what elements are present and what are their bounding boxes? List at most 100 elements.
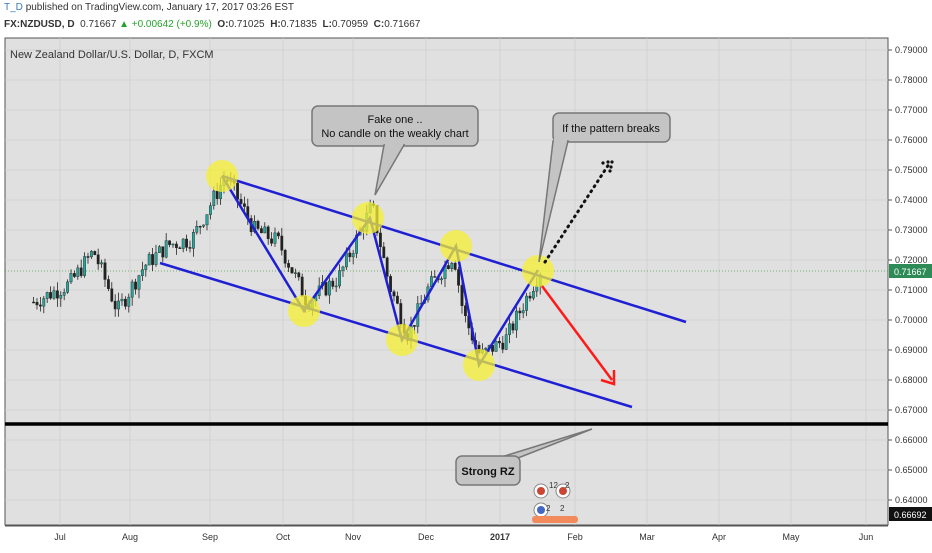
candle-body — [174, 243, 178, 248]
candle-body — [501, 342, 505, 350]
candle-body — [66, 281, 69, 293]
candle-body — [280, 235, 284, 251]
price-axis[interactable] — [889, 38, 932, 525]
candle-body — [32, 301, 35, 304]
price-tick-label: 0.78000 — [895, 75, 928, 85]
callout-fake-line2: No candle on the weakly chart — [321, 128, 468, 140]
month-tick-label: Dec — [418, 532, 435, 542]
chart-title: New Zealand Dollar/U.S. Dollar, D, FXCM — [10, 49, 214, 61]
candle-body — [62, 292, 66, 296]
month-tick-label: Sep — [202, 532, 218, 542]
candle-body — [181, 238, 185, 249]
candle-body — [399, 303, 403, 325]
candle-body — [514, 310, 518, 331]
low-value: 0.70959 — [331, 19, 369, 30]
candle-body — [259, 228, 263, 234]
projection-arrowhead — [601, 160, 614, 173]
last-price-label: 0.71667 — [894, 267, 927, 277]
candle-body — [338, 270, 341, 287]
candle-body — [45, 292, 49, 299]
callout-fake-one[interactable]: Fake one .. No candle on the weakly char… — [311, 105, 479, 196]
price-tick-label: 0.71000 — [895, 285, 928, 295]
candle-body — [331, 280, 335, 287]
candle-body — [484, 347, 488, 350]
callout-fake-line1: Fake one .. — [367, 114, 422, 126]
candle-body — [256, 221, 260, 229]
candle-body — [79, 267, 83, 276]
month-tick-label: Jun — [859, 532, 874, 542]
candle-body — [42, 298, 46, 307]
candle-body — [191, 232, 195, 249]
candle-body — [440, 278, 443, 281]
high-value: 0.71835 — [280, 19, 317, 30]
time-axis[interactable] — [0, 526, 932, 550]
candle-body — [263, 226, 267, 234]
candle-body — [69, 273, 73, 283]
author-link[interactable]: T_D — [4, 2, 23, 13]
candle-body — [134, 281, 137, 290]
candle-body — [113, 300, 117, 310]
candle-body — [327, 280, 331, 296]
candle-body — [154, 252, 158, 265]
price-tick-label: 0.79000 — [895, 45, 928, 55]
chart-pane[interactable]: 0.79000 0.78000 0.77000 0.76000 0.75000 0.740… — [0, 36, 932, 550]
candle-body — [123, 298, 127, 307]
candle-body — [293, 272, 297, 274]
candle-body — [208, 205, 212, 215]
candle-body — [120, 298, 124, 302]
candle-body — [76, 267, 80, 277]
candle-body — [324, 282, 328, 296]
price-tick-label: 0.73000 — [895, 225, 928, 235]
ohlc-legend: FX:NZDUSD, D 0.71667 ▲ +0.00642 (+0.9%) … — [4, 19, 420, 30]
high-label: H: — [270, 19, 281, 30]
candle-body — [344, 252, 348, 268]
publication-header: T_D published on TradingView.com, Januar… — [0, 0, 932, 36]
level-price-label: 0.66692 — [894, 510, 927, 520]
candle-body — [270, 238, 273, 244]
last-price: 0.71667 — [80, 19, 117, 30]
candle-body — [86, 256, 90, 258]
price-tick-label: 0.64000 — [895, 495, 928, 505]
candle-body — [460, 285, 464, 306]
price-tick-label: 0.75000 — [895, 165, 928, 175]
candle-body — [504, 334, 508, 350]
price-tick-label: 0.65000 — [895, 465, 928, 475]
candle-body — [59, 295, 63, 299]
month-tick-label: May — [782, 532, 800, 542]
bearish-arrow[interactable] — [540, 285, 614, 381]
candle-body — [72, 273, 76, 277]
pivot-highlight — [352, 202, 384, 234]
event-badges[interactable]: 12 2 2 2 — [532, 481, 578, 523]
candle-body — [382, 246, 386, 259]
candle-body — [103, 262, 107, 280]
candle-body — [106, 279, 110, 289]
candle-body — [35, 301, 39, 306]
pivot-highlight — [522, 255, 554, 287]
candle-body — [164, 240, 168, 258]
month-tick-label: Aug — [122, 532, 138, 542]
candle-body — [161, 246, 165, 258]
time-axis-ticks: Jul Aug Sep Oct Nov Dec 2017 Feb Mar Apr May Jun — [54, 532, 873, 542]
candle-body — [83, 256, 86, 276]
price-tick-label: 0.69000 — [895, 345, 928, 355]
level-price-label-bg — [889, 507, 932, 521]
price-chart[interactable]: 0.79000 0.78000 0.77000 0.76000 0.75000 0.740… — [0, 36, 932, 550]
month-tick-label: Nov — [345, 532, 362, 542]
candle-body — [463, 305, 467, 317]
bullish-projection[interactable] — [543, 162, 611, 264]
candle-body — [521, 310, 525, 314]
candle-body — [96, 254, 100, 265]
publication-line: T_D published on TradingView.com, Januar… — [4, 2, 294, 13]
price-tick-label: 0.68000 — [895, 375, 928, 385]
candle-body — [195, 226, 199, 233]
candle-body — [239, 199, 243, 204]
candle-body — [236, 182, 239, 200]
callout-strong-rz[interactable]: Strong RZ — [455, 428, 593, 486]
candle-body — [273, 232, 277, 244]
event-badge-strip — [532, 516, 578, 523]
callout-pattern-breaks[interactable]: If the pattern breaks — [538, 112, 671, 263]
last-price-label-bg — [889, 264, 932, 278]
candle-body — [341, 266, 345, 271]
candle-body — [334, 285, 338, 288]
candle-body — [283, 250, 287, 264]
